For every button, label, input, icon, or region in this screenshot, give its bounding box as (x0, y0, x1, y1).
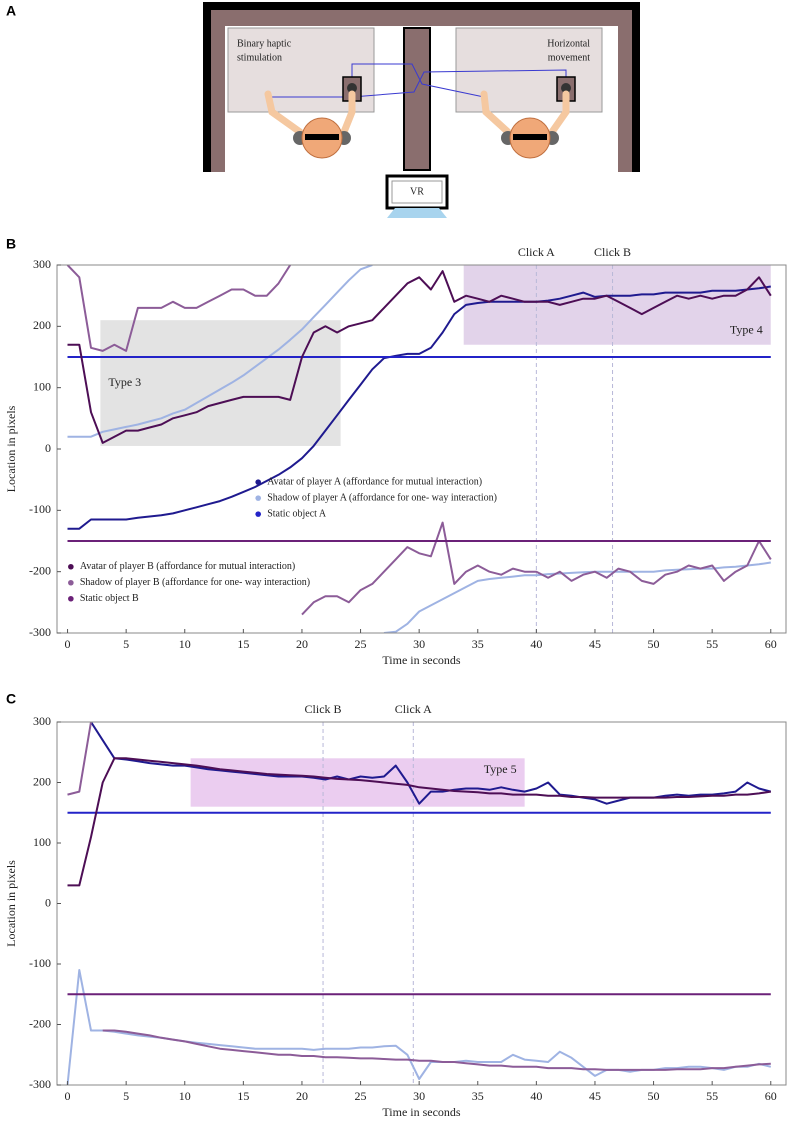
x-axis-label: Time in seconds (382, 1105, 461, 1119)
y-tick-label: 100 (33, 379, 51, 393)
x-tick-label: 10 (179, 637, 191, 651)
x-tick-label: 20 (296, 1089, 308, 1103)
x-tick-label: 20 (296, 637, 308, 651)
legend-marker (255, 511, 262, 517)
legend-marker (68, 563, 74, 570)
legend-label: Avatar of player A (affordance for mutua… (267, 476, 482, 487)
arms (264, 90, 570, 136)
panel-label: B (6, 236, 16, 252)
device-knob (561, 83, 571, 93)
x-tick-label: 60 (765, 637, 777, 651)
x-axis-label: Time in seconds (382, 653, 461, 667)
x-tick-label: 50 (648, 1089, 660, 1103)
legend-label: Static object B (80, 593, 139, 604)
right-box (455, 27, 603, 113)
box-label: Horizontal (547, 38, 590, 49)
headset (305, 134, 339, 140)
series-line (66, 969, 772, 1085)
y-tick-label: -300 (29, 1077, 51, 1091)
box-label: Binary haptic (237, 38, 292, 49)
x-tick-label: 35 (472, 1089, 484, 1103)
y-tick-label: 100 (33, 835, 51, 849)
region-label: Type 3 (108, 375, 141, 389)
legend-label: Shadow of player B (affordance for one- … (80, 577, 310, 588)
x-tick-label: 45 (589, 1089, 601, 1103)
y-tick-label: 300 (33, 257, 51, 271)
y-tick-label: 300 (33, 714, 51, 728)
y-axis-label: Location in pixels (4, 405, 18, 492)
divider (403, 27, 431, 171)
region-label: Type 5 (484, 762, 517, 776)
series-line (66, 265, 292, 352)
y-tick-label: 0 (45, 441, 51, 455)
y-tick-label: -100 (29, 956, 51, 970)
legend-label: Shadow of player A (affordance for one- … (267, 492, 497, 503)
x-tick-label: 40 (530, 637, 542, 651)
x-tick-label: 60 (765, 1089, 777, 1103)
box-label: movement (548, 52, 590, 63)
x-tick-label: 5 (123, 1089, 129, 1103)
y-tick-label: -200 (29, 563, 51, 577)
series-line (383, 561, 771, 633)
x-tick-label: 35 (472, 637, 484, 651)
series-line (301, 521, 772, 616)
plot-lines (66, 722, 772, 1085)
device-knob (347, 83, 357, 93)
y-tick-label: -100 (29, 502, 51, 516)
screen-label: VR (410, 186, 424, 197)
x-tick-label: 40 (530, 1089, 542, 1103)
series-line (67, 757, 771, 887)
x-tick-label: 5 (123, 637, 129, 651)
panel-label: C (6, 691, 16, 707)
x-tick-label: 55 (706, 1089, 718, 1103)
y-tick-label: 200 (33, 774, 51, 788)
plot-lines (66, 265, 772, 633)
x-tick-label: 10 (179, 1089, 191, 1103)
legend-marker (68, 595, 74, 602)
x-tick-label: 15 (237, 637, 249, 651)
series-line (67, 722, 92, 796)
region (463, 265, 771, 345)
click-label: Click B (305, 702, 342, 716)
series-line (67, 285, 771, 530)
panel-label: A (6, 3, 16, 19)
series-line (102, 1029, 771, 1071)
x-tick-label: 15 (237, 1089, 249, 1103)
legend-marker (255, 495, 262, 501)
x-tick-label: 30 (413, 1089, 425, 1103)
y-tick-label: 200 (33, 318, 51, 332)
box-label: stimulation (237, 52, 282, 63)
monitor-stand (387, 208, 447, 218)
y-tick-label: 0 (45, 895, 51, 909)
y-tick-label: -200 (29, 1016, 51, 1030)
diagram: A Binary haptic stimulation Horizontal m… (6, 2, 640, 218)
legend-marker (255, 479, 262, 485)
click-label: Click A (518, 245, 555, 259)
x-tick-label: 25 (355, 637, 367, 651)
y-axis-label: Location in pixels (4, 860, 18, 947)
x-tick-label: 30 (413, 637, 425, 651)
click-label: Click A (395, 702, 432, 716)
series-line (67, 270, 772, 444)
y-tick-label: -300 (29, 625, 51, 639)
x-tick-label: 55 (706, 637, 718, 651)
click-label: Click B (594, 245, 631, 259)
legend-marker (68, 579, 74, 586)
series-line (67, 265, 373, 438)
legend-label: Avatar of player B (affordance for mutua… (80, 561, 295, 572)
x-tick-label: 25 (355, 1089, 367, 1103)
region (190, 758, 525, 807)
legend-label: Static object A (267, 508, 327, 519)
region (100, 320, 341, 446)
wires (270, 63, 567, 98)
region-label: Type 4 (730, 322, 763, 336)
x-tick-label: 0 (65, 637, 71, 651)
x-tick-label: 50 (648, 637, 660, 651)
headset (513, 134, 547, 140)
screen (391, 180, 443, 204)
x-tick-label: 0 (65, 1089, 71, 1103)
x-tick-label: 45 (589, 637, 601, 651)
